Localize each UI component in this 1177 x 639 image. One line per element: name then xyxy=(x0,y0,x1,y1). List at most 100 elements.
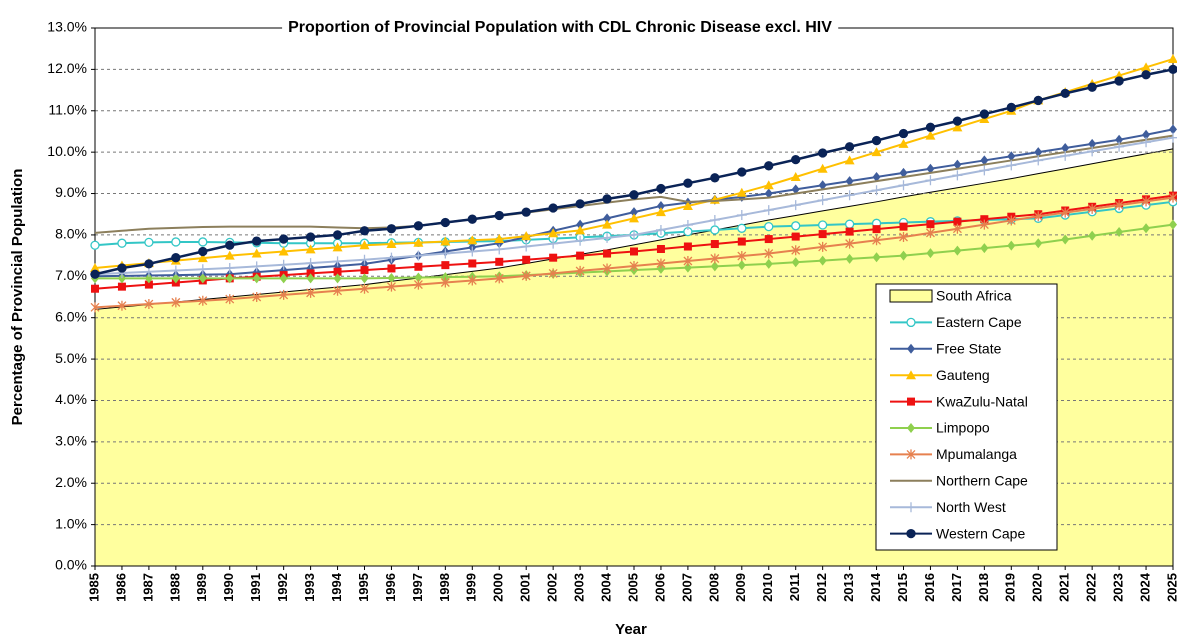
marker xyxy=(817,163,828,173)
x-tick-label: 1990 xyxy=(221,573,236,602)
legend-label: Gauteng xyxy=(936,367,990,383)
legend-box xyxy=(875,283,1058,551)
marker xyxy=(710,225,720,235)
marker xyxy=(791,184,800,195)
marker xyxy=(1141,62,1152,72)
marker xyxy=(682,200,693,210)
marker xyxy=(602,263,612,274)
x-tick-label: 2001 xyxy=(518,573,533,602)
marker xyxy=(926,163,935,174)
marker xyxy=(225,294,235,305)
marker xyxy=(1141,137,1152,148)
marker xyxy=(1168,132,1177,143)
x-tick-label: 2008 xyxy=(706,573,721,602)
marker xyxy=(817,195,828,206)
marker xyxy=(763,205,774,216)
marker xyxy=(979,219,989,230)
marker xyxy=(360,283,369,294)
marker xyxy=(898,128,909,139)
marker xyxy=(871,147,882,157)
series xyxy=(90,192,1177,313)
marker xyxy=(440,277,450,288)
marker xyxy=(979,109,989,119)
marker xyxy=(1006,160,1017,171)
marker xyxy=(844,219,855,229)
marker xyxy=(655,224,666,235)
marker xyxy=(603,213,612,224)
x-tick-label: 2010 xyxy=(760,573,775,602)
marker xyxy=(144,259,154,269)
marker xyxy=(1088,138,1097,149)
marker xyxy=(764,188,773,199)
x-tick-label: 2012 xyxy=(814,573,829,602)
marker xyxy=(1060,150,1071,161)
marker xyxy=(737,223,747,233)
y-tick-label: 12.0% xyxy=(47,60,87,76)
marker xyxy=(386,281,396,292)
marker xyxy=(710,253,720,264)
legend-label: Eastern Cape xyxy=(936,314,1022,330)
marker xyxy=(171,253,181,263)
marker xyxy=(548,238,559,249)
y-tick-label: 8.0% xyxy=(55,226,87,242)
marker xyxy=(1006,215,1016,226)
x-tick-label: 1995 xyxy=(356,573,371,602)
marker xyxy=(845,253,854,264)
marker xyxy=(440,248,451,259)
x-tick-label: 1986 xyxy=(113,573,128,602)
marker xyxy=(953,245,962,256)
marker xyxy=(791,257,800,268)
marker xyxy=(656,183,666,194)
y-tick-label: 3.0% xyxy=(55,433,87,449)
y-tick-label: 11.0% xyxy=(48,101,87,117)
legend-label: South Africa xyxy=(936,288,1012,304)
marker xyxy=(906,317,916,328)
x-tick-label: 1996 xyxy=(383,573,398,602)
marker xyxy=(790,200,801,211)
x-tick-label: 1991 xyxy=(248,573,263,602)
marker xyxy=(952,223,962,234)
marker xyxy=(953,217,962,226)
y-tick-label: 7.0% xyxy=(55,267,87,283)
marker xyxy=(871,185,882,196)
marker xyxy=(494,210,504,221)
marker xyxy=(117,300,127,311)
legend-label: Mpumalanga xyxy=(936,446,1017,462)
x-tick-label: 2023 xyxy=(1111,573,1126,602)
marker xyxy=(980,215,989,224)
marker xyxy=(333,285,343,296)
x-tick-label: 2000 xyxy=(491,573,506,602)
marker xyxy=(736,187,747,197)
marker xyxy=(737,251,747,262)
marker xyxy=(1114,200,1124,211)
marker xyxy=(521,270,531,281)
marker xyxy=(333,273,342,284)
marker xyxy=(736,210,747,221)
marker xyxy=(440,236,451,246)
marker xyxy=(575,235,586,246)
x-tick-label: 2007 xyxy=(679,573,694,602)
marker xyxy=(494,273,504,284)
x-tick-label: 2009 xyxy=(733,573,748,602)
marker xyxy=(90,263,100,273)
marker xyxy=(117,282,126,291)
marker xyxy=(1033,155,1044,166)
marker xyxy=(907,423,915,433)
marker xyxy=(576,251,585,260)
marker xyxy=(1087,146,1098,157)
marker xyxy=(629,190,639,200)
marker xyxy=(467,214,477,224)
marker xyxy=(359,226,370,236)
marker xyxy=(844,155,855,165)
marker xyxy=(1142,223,1151,234)
marker xyxy=(906,502,916,513)
marker xyxy=(602,232,613,243)
x-tick-label: 2017 xyxy=(949,573,964,602)
marker xyxy=(764,235,773,244)
marker xyxy=(764,161,774,171)
marker xyxy=(737,237,746,246)
marker xyxy=(1141,70,1151,80)
marker xyxy=(224,250,235,260)
marker xyxy=(144,299,154,310)
y-tick-label: 6.0% xyxy=(55,308,87,324)
